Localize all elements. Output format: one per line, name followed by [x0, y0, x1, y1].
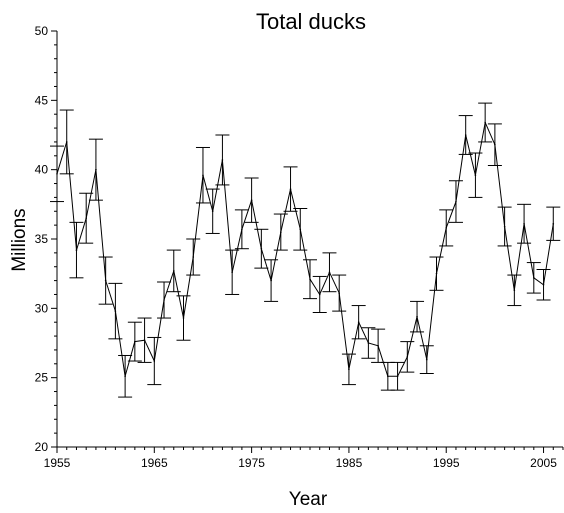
data-point	[134, 340, 136, 343]
data-point	[163, 299, 165, 301]
data-point	[241, 228, 243, 231]
data-point	[182, 317, 185, 319]
data-point	[95, 168, 97, 171]
data-point	[104, 279, 107, 282]
data-point	[153, 360, 156, 362]
data-point	[192, 256, 195, 258]
x-axis-title: Year	[289, 489, 328, 510]
x-tick-label: 1975	[238, 456, 265, 470]
data-point	[416, 315, 418, 318]
data-point	[299, 228, 302, 231]
y-tick-label: 50	[35, 24, 49, 38]
axes: 20 25 30 35 40 45 50 1955 1965 1975 1985 1995 2005	[35, 24, 564, 470]
data-point	[250, 199, 253, 201]
data-point	[484, 121, 486, 124]
data-point	[513, 289, 516, 292]
y-tick-label: 20	[35, 440, 49, 454]
data-point	[542, 283, 545, 286]
data-point	[494, 143, 496, 146]
data-point	[172, 270, 175, 272]
data-point	[65, 141, 68, 143]
data-point	[124, 375, 126, 378]
data-point	[367, 342, 370, 344]
data-point	[260, 247, 263, 250]
data-point	[114, 310, 117, 312]
data-point	[280, 231, 282, 233]
x-tick-label: 1995	[433, 456, 460, 470]
data-point	[552, 222, 555, 225]
data-point	[85, 217, 87, 219]
data-point	[464, 134, 467, 136]
data-point	[318, 293, 321, 296]
data-point	[435, 272, 438, 275]
data-point	[270, 279, 272, 282]
y-tick-label: 45	[35, 93, 49, 107]
data-point	[221, 159, 224, 161]
data-point	[348, 368, 350, 371]
x-tick-label: 2005	[530, 456, 557, 470]
data-point	[309, 278, 311, 281]
data-point	[396, 375, 399, 378]
chart-title: Total ducks	[256, 9, 366, 34]
data-point	[533, 277, 535, 279]
y-tick-label: 35	[35, 232, 49, 246]
data-point	[377, 344, 379, 347]
data-marks	[50, 102, 561, 398]
data-point	[387, 375, 389, 378]
data-point	[143, 339, 146, 342]
data-point	[211, 210, 214, 213]
x-tick-label: 1985	[336, 456, 363, 470]
data-point	[455, 200, 457, 203]
data-point	[523, 222, 525, 225]
data-point	[231, 271, 233, 274]
y-tick-label: 30	[35, 301, 49, 315]
data-point	[425, 358, 428, 361]
series-line	[56, 120, 554, 377]
data-point	[406, 356, 409, 358]
data-point	[289, 188, 292, 190]
data-point	[445, 227, 448, 229]
data-point	[338, 292, 340, 294]
data-point	[202, 174, 204, 177]
x-tick-label: 1965	[141, 456, 168, 470]
data-point	[503, 225, 506, 228]
y-axis-title: Millions	[9, 208, 30, 271]
data-point	[56, 173, 58, 175]
data-point	[357, 321, 360, 324]
data-point	[328, 271, 331, 274]
data-point	[75, 249, 78, 251]
y-tick-label: 40	[35, 163, 49, 177]
x-tick-label: 1955	[44, 456, 71, 470]
data-point	[474, 174, 477, 177]
y-tick-label: 25	[35, 371, 49, 385]
